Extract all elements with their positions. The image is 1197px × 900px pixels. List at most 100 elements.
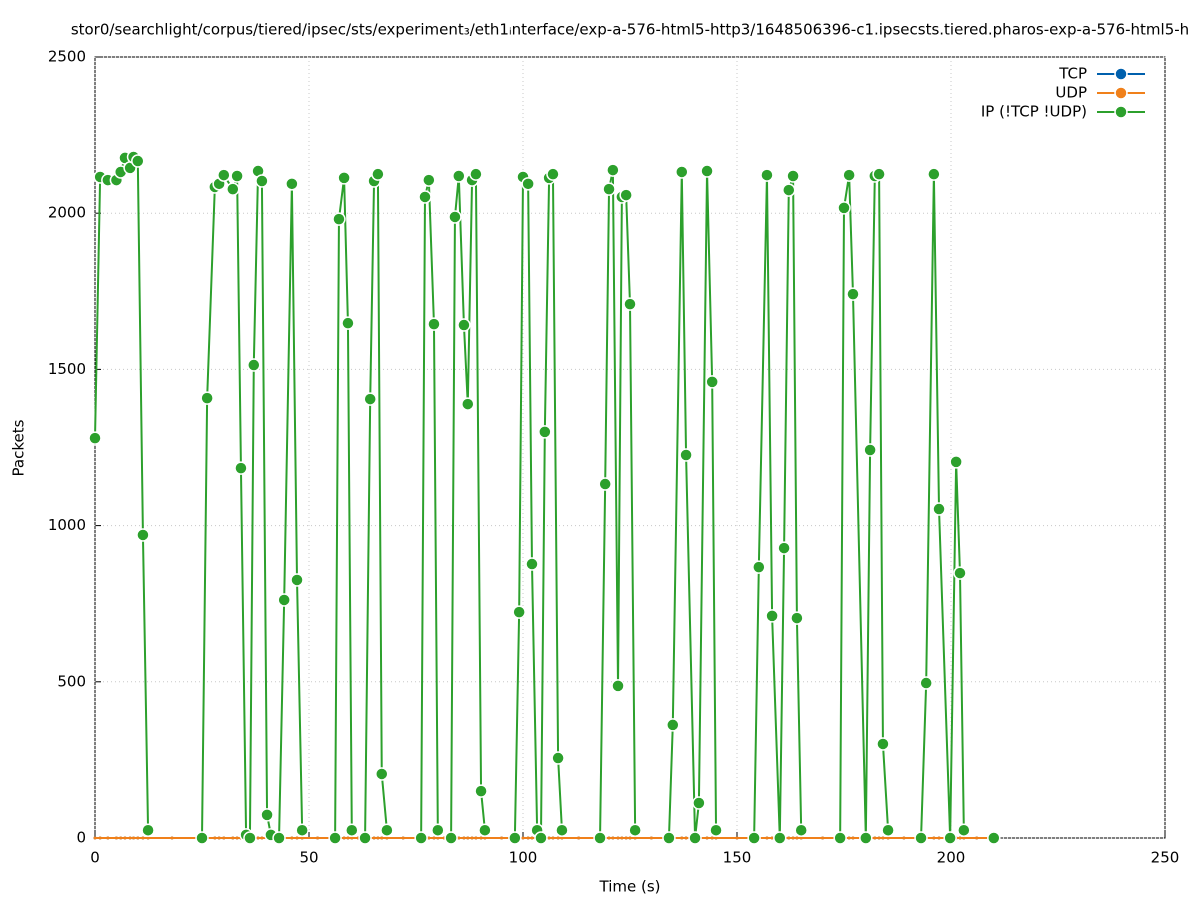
data-point — [958, 836, 962, 840]
data-point — [846, 287, 860, 301]
data-point — [422, 173, 436, 187]
data-point — [692, 796, 706, 810]
data-point — [255, 174, 269, 188]
data-point — [886, 836, 890, 840]
data-point — [752, 560, 766, 574]
chart-title: stor0/searchlight/corpus/tiered/ipsec/st… — [71, 21, 1189, 39]
data-point — [231, 836, 235, 840]
data-point — [106, 836, 110, 840]
data-point — [790, 611, 804, 625]
data-point — [363, 392, 377, 406]
data-point — [427, 836, 431, 840]
data-point — [277, 593, 291, 607]
data-point — [256, 836, 260, 840]
legend-marker — [1114, 67, 1128, 81]
data-point — [675, 165, 689, 179]
legend-label: TCP — [1058, 65, 1087, 83]
data-point — [136, 528, 150, 542]
data-point — [628, 823, 642, 837]
data-point — [700, 164, 714, 178]
data-point — [546, 167, 560, 181]
data-point — [328, 831, 342, 845]
data-point — [547, 836, 551, 840]
data-point — [470, 836, 474, 840]
data-point — [765, 609, 779, 623]
data-point — [119, 836, 123, 840]
data-point — [461, 397, 475, 411]
data-point — [466, 836, 470, 840]
y-tick-label: 500 — [57, 672, 86, 690]
data-point — [341, 316, 355, 330]
data-point — [136, 836, 140, 840]
data-point — [195, 831, 209, 845]
data-point — [401, 836, 405, 840]
data-point — [521, 177, 535, 191]
data-point — [534, 831, 548, 845]
data-point — [962, 836, 966, 840]
data-point — [786, 169, 800, 183]
x-axis-label: Time (s) — [599, 878, 661, 896]
data-point — [628, 836, 632, 840]
data-point — [688, 831, 702, 845]
y-tick-label: 2500 — [48, 48, 86, 66]
data-point — [679, 448, 693, 462]
data-point — [847, 836, 851, 840]
data-point — [530, 836, 534, 840]
data-point — [735, 836, 739, 840]
data-point — [620, 836, 624, 840]
data-point — [222, 836, 226, 840]
data-point — [131, 154, 145, 168]
data-point — [577, 836, 581, 840]
data-point — [432, 836, 436, 840]
data-point — [551, 836, 555, 840]
data-point — [872, 167, 886, 181]
data-point — [375, 767, 389, 781]
data-point — [508, 831, 522, 845]
data-point — [863, 443, 877, 457]
data-point — [662, 831, 676, 845]
data-point — [873, 836, 877, 840]
data-point — [146, 836, 150, 840]
data-point — [427, 317, 441, 331]
data-point — [770, 836, 774, 840]
data-point — [876, 737, 890, 751]
data-point — [295, 823, 309, 837]
data-point — [760, 168, 774, 182]
data-point — [932, 502, 946, 516]
series-line — [95, 157, 994, 838]
data-point — [623, 297, 637, 311]
data-point — [975, 836, 979, 840]
data-point — [680, 836, 684, 840]
data-point — [914, 831, 928, 845]
data-point — [987, 831, 1001, 845]
data-point — [500, 836, 504, 840]
legend-label: UDP — [1055, 84, 1087, 102]
data-point — [414, 831, 428, 845]
data-point — [619, 188, 633, 202]
data-point — [560, 836, 564, 840]
data-point — [358, 831, 372, 845]
data-point — [213, 836, 217, 840]
data-point — [705, 836, 709, 840]
data-point — [290, 836, 294, 840]
data-point — [705, 375, 719, 389]
data-point — [937, 836, 941, 840]
data-point — [795, 836, 799, 840]
data-point — [123, 836, 127, 840]
data-point — [794, 823, 808, 837]
data-point — [710, 836, 714, 840]
data-point — [128, 836, 132, 840]
data-point — [633, 836, 637, 840]
data-point — [372, 836, 376, 840]
legend-marker — [1114, 105, 1128, 119]
data-point — [448, 210, 462, 224]
data-point — [385, 836, 389, 840]
data-point — [833, 831, 847, 845]
data-point — [709, 823, 723, 837]
data-point — [837, 201, 851, 215]
data-point — [93, 836, 97, 840]
data-point — [132, 836, 136, 840]
y-tick-label: 1500 — [48, 360, 86, 378]
data-point — [556, 836, 560, 840]
